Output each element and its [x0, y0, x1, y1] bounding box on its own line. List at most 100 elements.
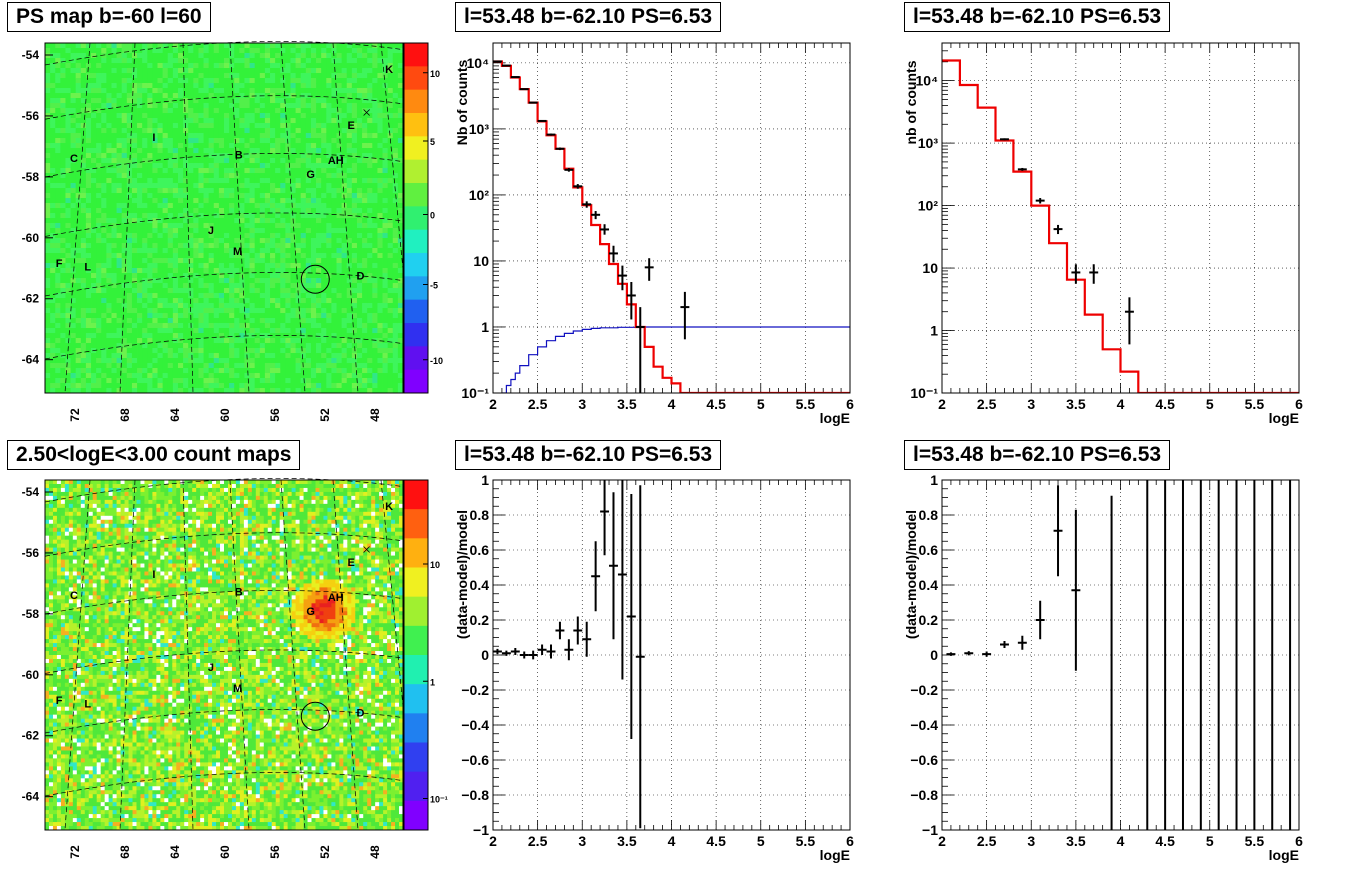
colorbar-tick-label: 10⁻¹	[430, 795, 448, 805]
source-label-e: E	[348, 557, 355, 569]
candidate-circle	[300, 264, 330, 294]
latitude-line	[44, 709, 404, 734]
y-axis-label: Nb of counts	[454, 60, 470, 146]
latitude-line	[44, 335, 404, 360]
x-tick-label: 5.5	[1245, 833, 1265, 849]
y-axis-label: nb of counts	[903, 60, 919, 144]
y-tick-label: 10²	[918, 198, 939, 214]
y-tick-label: 0.6	[919, 542, 939, 558]
map-x-tick-label: 72	[68, 408, 82, 422]
x-tick-label: 2	[938, 833, 946, 849]
x-tick-label: 4	[668, 396, 676, 412]
x-tick-label: 4.5	[1155, 396, 1175, 412]
map-x-tick-label: 68	[118, 408, 132, 422]
x-tick-label: 2	[489, 396, 497, 412]
y-tick-label: −0.6	[461, 752, 489, 768]
y-tick-label: −1	[473, 822, 489, 838]
map-x-tick-label: 68	[118, 845, 132, 859]
colorbar-segment	[404, 66, 428, 91]
y-tick-label: −0.8	[461, 787, 489, 803]
colorbar-tick-label: 10	[430, 560, 440, 570]
x-tick-label: 3.5	[1066, 833, 1086, 849]
y-tick-label: 0.4	[919, 577, 939, 593]
x-tick-label: 4	[1117, 833, 1125, 849]
x-tick-label: 6	[846, 833, 854, 849]
x-tick-label: 2	[938, 396, 946, 412]
y-tick-label: 0.6	[470, 542, 490, 558]
x-axis-label: logE	[1269, 410, 1299, 426]
longitude-line	[280, 479, 306, 831]
y-tick-label: 10³	[469, 121, 490, 137]
latitude-line	[44, 532, 404, 557]
x-tick-label: 6	[846, 396, 854, 412]
colorbar-segment	[404, 567, 428, 598]
colorbar-segment	[404, 206, 428, 231]
longitude-line	[380, 42, 416, 394]
y-tick-label: −0.2	[461, 682, 489, 698]
colorbar-segment	[404, 276, 428, 301]
residual-1-title: l=53.48 b=-62.10 PS=6.53	[455, 440, 722, 470]
spectrum-2-title: l=53.48 b=-62.10 PS=6.53	[904, 2, 1171, 32]
map-x-tick-label: 60	[218, 845, 232, 859]
acceptance-curve	[501, 326, 850, 393]
colorbar-tick-label: 5	[430, 137, 435, 147]
x-tick-label: 3.5	[617, 396, 637, 412]
longitude-line	[182, 42, 194, 394]
x-tick-label: 5.5	[796, 833, 816, 849]
y-tick-label: 1	[481, 472, 489, 488]
residual-2-title: l=53.48 b=-62.10 PS=6.53	[904, 440, 1171, 470]
x-tick-label: 3	[578, 396, 586, 412]
colorbar-segment	[404, 480, 428, 510]
colorbar-segment	[404, 43, 428, 67]
colorbar-segment	[404, 369, 428, 394]
map-x-tick-label: 56	[268, 845, 282, 859]
source-label-c: C	[70, 153, 78, 165]
map-x-tick-label: 60	[218, 408, 232, 422]
source-label-m: M	[233, 246, 242, 258]
map-y-tick-label: -54	[22, 48, 40, 62]
y-axis-label: (data-model)/model	[454, 510, 470, 639]
y-tick-label: 0.8	[470, 507, 490, 523]
map-y-tick-label: -64	[22, 790, 40, 804]
y-tick-label: 10⁴	[916, 73, 939, 89]
map-y-tick-label: -64	[22, 353, 40, 367]
x-tick-label: 2.5	[528, 833, 548, 849]
source-label-d: D	[356, 270, 364, 282]
colorbar-segment	[404, 136, 428, 161]
latitude-line	[44, 478, 404, 503]
latitude-line	[44, 95, 404, 120]
model-histogram	[942, 59, 1299, 393]
map-y-tick-label: -62	[22, 729, 40, 743]
colorbar-frame	[403, 42, 429, 394]
count-map: K E I C B AH G J M F L D -54 -56 -58 -60 -62 -64 72 68 64 60 5…	[22, 478, 448, 859]
colorbar-segment	[404, 625, 428, 656]
latitude-line	[44, 272, 404, 297]
source-label-g: G	[306, 169, 315, 181]
y-tick-label: 10³	[918, 135, 939, 151]
colorbar-segment	[404, 346, 428, 371]
map-y-tick-label: -60	[22, 668, 40, 682]
latitude-line	[44, 590, 404, 615]
x-tick-label: 6	[1295, 833, 1303, 849]
colorbar-segment	[404, 299, 428, 324]
map-x-tick-label: 52	[318, 408, 332, 422]
x-tick-label: 5.5	[796, 396, 816, 412]
source-label-m: M	[233, 683, 242, 695]
map-y-tick-label: -54	[22, 485, 40, 499]
latitude-line	[44, 41, 404, 66]
x-tick-label: 6	[1295, 396, 1303, 412]
y-tick-label: 1	[930, 472, 938, 488]
longitude-line	[119, 479, 136, 831]
source-label-b: B	[235, 150, 243, 162]
y-tick-label: 10⁴	[467, 55, 490, 71]
plot-frame	[492, 42, 851, 394]
x-axis-label: logE	[1269, 847, 1299, 863]
map-top-title: PS map b=-60 l=60	[7, 2, 211, 32]
x-axis-label: logE	[820, 410, 850, 426]
map-x-tick-label: 64	[168, 408, 182, 422]
source-label-i: I	[152, 132, 155, 144]
colorbar-tick-label: -10	[430, 356, 443, 366]
source-label-ah: AH	[328, 592, 344, 604]
